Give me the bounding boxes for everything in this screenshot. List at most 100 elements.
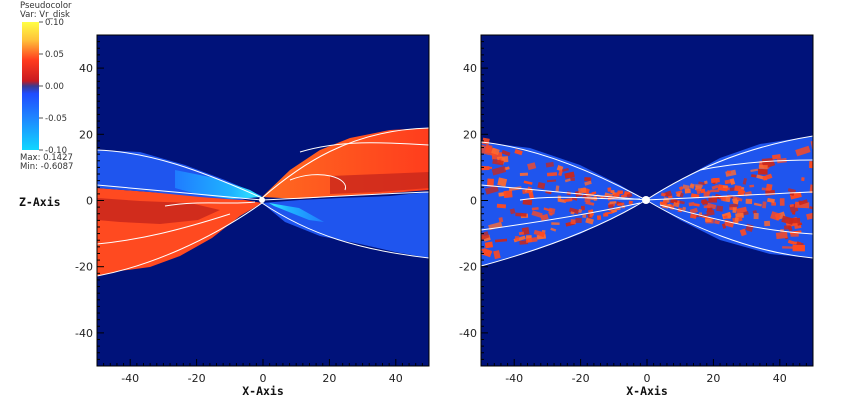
speckle-cell [770, 211, 781, 221]
speckle-cell [734, 217, 739, 224]
speckle-cell [491, 147, 500, 156]
speckle-cell [617, 202, 625, 207]
left-plot: -40 -20 0 20 40 40 20 0 -20 -40 X-Axis Z-Axis [19, 34, 430, 398]
speckle-cell [749, 184, 755, 188]
speckle-cell [558, 169, 564, 177]
speckle-cell [801, 177, 805, 182]
speckle-cell [745, 198, 753, 205]
speckle-cell [613, 192, 620, 198]
speckle-cell [818, 225, 831, 234]
legend-min: Min: -0.6087 [20, 162, 73, 172]
speckle-cell [710, 189, 720, 193]
speckle-cell [469, 157, 479, 166]
colorbar-tick-label: 0.10 [45, 18, 64, 28]
speckle-cell [689, 213, 697, 219]
speckle-cell [589, 212, 594, 218]
speckle-cell [690, 184, 694, 187]
speckle-cell [751, 174, 757, 178]
speckle-cell [682, 184, 690, 190]
speckle-cell [497, 177, 508, 187]
colorbar-tick-label: 0.00 [45, 82, 64, 92]
speckle-cell [518, 231, 525, 236]
speckle-cell [494, 238, 508, 243]
speckle-cell [817, 159, 822, 166]
speckle-cell [607, 187, 612, 192]
speckle-cell [742, 177, 748, 185]
speckle-cell [537, 181, 546, 190]
speckle-cell [519, 240, 529, 245]
speckle-cell [794, 201, 810, 209]
speckle-cell [732, 207, 737, 213]
speckle-cell [696, 188, 701, 195]
speckle-cell [570, 211, 575, 215]
speckle-cell [809, 206, 813, 210]
speckle-cell [771, 202, 776, 206]
x-tick-label: 0 [644, 372, 651, 385]
speckle-cell [481, 248, 493, 258]
speckle-cell [526, 186, 533, 194]
speckle-cell [739, 189, 744, 193]
speckle-cell [703, 205, 711, 209]
x-tick-label: -20 [572, 372, 590, 385]
speckle-cell [539, 231, 545, 238]
legend-variable: Var: Vr_disk [20, 10, 70, 20]
left-lower-right-cyan [269, 203, 324, 222]
speckle-cell [809, 184, 813, 194]
speckle-cell [753, 212, 759, 220]
y-tick-label: 0 [470, 195, 477, 208]
speckle-cell [701, 198, 708, 206]
speckle-cell [789, 203, 794, 208]
speckle-cell [761, 187, 771, 191]
speckle-cell [514, 236, 520, 241]
right-center-marker [642, 196, 650, 204]
speckle-cell [628, 200, 633, 205]
speckle-cell [484, 241, 494, 249]
speckle-cell [739, 228, 747, 237]
x-tick-label: 20 [706, 372, 720, 385]
speckle-cell [660, 200, 668, 206]
speckle-cell [672, 201, 680, 208]
speckle-cell [668, 195, 673, 199]
speckle-cell [546, 179, 557, 183]
speckle-cell [550, 227, 557, 232]
speckle-cell [481, 231, 490, 242]
speckle-cell [469, 224, 473, 228]
speckle-cell [764, 220, 771, 227]
speckle-cell [522, 199, 533, 206]
speckle-cell [484, 185, 499, 195]
speckle-cell [503, 190, 513, 199]
speckle-cell [706, 202, 717, 210]
speckle-cell [761, 157, 773, 164]
speckle-cell [795, 145, 811, 157]
speckle-cell [473, 189, 477, 194]
speckle-cell [758, 164, 768, 170]
y-tick-label: -20 [75, 261, 93, 274]
speckle-cell [809, 161, 813, 169]
right-speckle-pattern [469, 137, 831, 260]
speckle-cell [721, 223, 727, 229]
speckle-cell [698, 181, 706, 186]
speckle-cell [762, 173, 773, 181]
speckle-cell [584, 180, 592, 186]
y-tick-label: 0 [86, 195, 93, 208]
speckle-cell [626, 192, 633, 199]
speckle-cell [729, 203, 739, 208]
colorbar-tick-label: 0.05 [45, 50, 64, 60]
speckle-cell [568, 207, 580, 215]
speckle-cell [578, 208, 583, 214]
speckle-cell [716, 205, 724, 212]
speckle-cell [750, 168, 759, 172]
speckle-cell [741, 187, 745, 190]
speckle-cell [706, 209, 715, 217]
speckle-cell [689, 207, 698, 214]
y-tick-label: 20 [79, 128, 93, 141]
left-lower-right-lobe [262, 192, 429, 258]
left-upper-right-darkband [330, 172, 429, 194]
speckle-cell [710, 177, 720, 183]
speckle-cell [575, 217, 582, 223]
speckle-cell [496, 203, 507, 209]
speckle-cell [782, 246, 794, 249]
speckle-cell [693, 203, 700, 207]
speckle-cell [704, 180, 708, 185]
